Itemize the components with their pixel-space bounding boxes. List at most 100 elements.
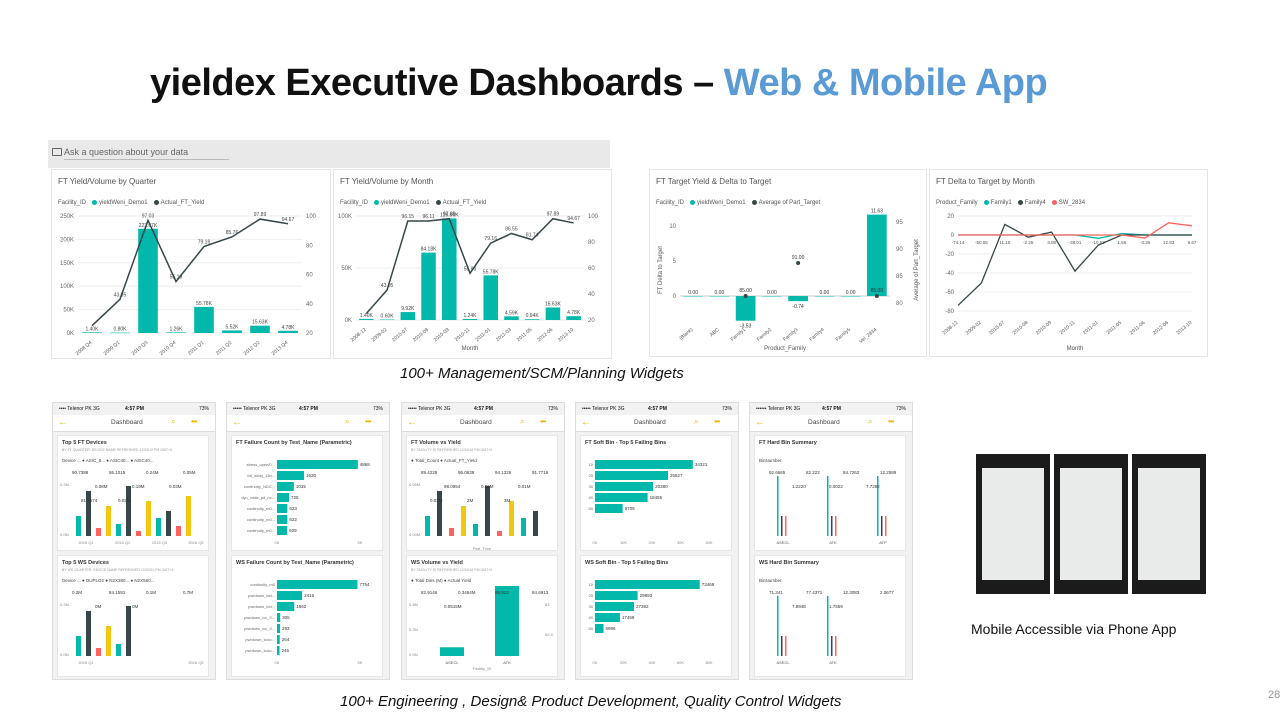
- back-arrow-icon[interactable]: ←: [581, 417, 591, 428]
- search-icon[interactable]: ⌕: [345, 417, 350, 426]
- bar: [595, 471, 669, 480]
- x-tick-label: ATK: [829, 540, 837, 545]
- bar: [146, 501, 151, 536]
- x-tick-label: 2011 Q1: [187, 340, 205, 357]
- x-tick-label: 20K: [648, 540, 655, 545]
- bar: [827, 476, 829, 536]
- row-label: 10: [589, 582, 594, 587]
- point-label: 3.08: [1047, 240, 1056, 245]
- more-icon[interactable]: •••: [365, 417, 371, 426]
- bar: [485, 486, 490, 536]
- y2-tick-label: 40: [306, 302, 313, 308]
- back-arrow-icon[interactable]: ←: [755, 417, 765, 428]
- dashboard-tile[interactable]: WS Soft Bin - Top 5 Failing Bins 10 73469 2…: [580, 555, 732, 677]
- bar-value: 725: [291, 495, 299, 500]
- x-tick-label: 2009-02: [370, 327, 388, 344]
- row-label: stress_open/0...: [247, 462, 275, 467]
- y-tick-label: 100K: [338, 214, 352, 220]
- search-icon[interactable]: ⌕: [520, 417, 525, 426]
- chart-svg: 10 5 0 95 90 85 80 0.00 (Blank) 0.00 ABC -3.53 85.00…: [658, 209, 920, 352]
- dashboard-tile[interactable]: FT Failure Count by Test_Name (Parametri…: [231, 435, 383, 551]
- tile-title: FT Volume vs Yield: [411, 440, 461, 446]
- more-icon[interactable]: •••: [540, 417, 546, 426]
- tile-chart: ● Total Dies (M) ● Actual Yield ASECL ATK 8…: [409, 578, 554, 671]
- qa-bar[interactable]: Ask a question about your data: [48, 140, 610, 168]
- dashboard-tile[interactable]: WS Volume vs Yield BY FACILITY ID REFRESH…: [406, 555, 558, 677]
- dashboard-tile[interactable]: WS Hard Bin Summary BinNumber ASECL ATK 71.3…: [754, 555, 906, 677]
- bar-label: 1.24K: [463, 313, 477, 319]
- row-label: pwrdown_icc_0...: [244, 615, 275, 620]
- x-tick-label: 0K: [593, 540, 598, 545]
- bar: [359, 318, 374, 320]
- y2-axis-label: Average of Part_Target: [914, 239, 920, 301]
- x-tick-label: 2013 Q4: [271, 340, 290, 357]
- dashboard-tile[interactable]: FT Soft Bin - Top 5 Failing Bins 10 34321 2…: [580, 435, 732, 551]
- x-tick-label: Family5: [835, 327, 852, 343]
- bar: [277, 515, 288, 524]
- y2-tick-label: 100: [306, 214, 317, 220]
- data-label: 96.0639: [458, 470, 475, 475]
- chart-panel-yield-by-quarter[interactable]: FT Yield/Volume by Quarter Facility_ID yi…: [51, 169, 331, 359]
- qa-input[interactable]: Ask a question about your data: [64, 147, 229, 160]
- line-label: 43.05: [381, 283, 394, 289]
- x-tick-label: 2015 Q2: [115, 540, 131, 545]
- bar-value: 18455: [650, 495, 663, 500]
- dashboard-tile[interactable]: FT Volume vs Yield BY FACILITY ID REFRESH…: [406, 435, 558, 551]
- y-tick-label: 150K: [60, 261, 74, 267]
- back-arrow-icon[interactable]: ←: [407, 417, 417, 428]
- chat-bubble-icon: [52, 148, 62, 156]
- back-arrow-icon[interactable]: ←: [58, 417, 68, 428]
- y-tick-label: 0.0M: [60, 532, 69, 537]
- dashboard-tile[interactable]: Top 5 WS Devices BY WS QUARTER, DEVICE NA…: [57, 555, 209, 677]
- target-label: 85.00: [871, 288, 884, 294]
- bar-value: 4868: [360, 462, 371, 467]
- bar: [735, 296, 756, 321]
- dashboard-tile[interactable]: Top 5 FT Devices BY FT QUARTER, DEVICE NA…: [57, 435, 209, 551]
- bar-label: 1.40K: [360, 313, 374, 319]
- bar: [116, 524, 121, 536]
- bar-label: 0.00: [846, 290, 856, 296]
- more-icon[interactable]: •••: [191, 417, 197, 426]
- search-icon[interactable]: ⌕: [171, 417, 176, 426]
- tile-legend: Device ... ● DUPLO2 ● N2X380... ● N2X580…: [62, 578, 154, 583]
- bar: [138, 228, 158, 333]
- tile-title: FT Failure Count by Test_Name (Parametri…: [236, 440, 352, 446]
- bar: [277, 471, 305, 480]
- bar: [777, 596, 779, 656]
- chart-panel-yield-by-month[interactable]: FT Yield/Volume by Month Facility_ID yiel…: [333, 169, 612, 359]
- dashboard-tile[interactable]: WS Failure Count by Test_Name (Parametri…: [231, 555, 383, 677]
- bar: [533, 511, 538, 536]
- chart-panel-delta-by-month[interactable]: FT Delta to Target by Month Product_Fami…: [929, 169, 1208, 357]
- bar: [176, 526, 181, 536]
- bar: [595, 482, 654, 491]
- target-label: 85.00: [739, 288, 752, 294]
- bar: [831, 516, 833, 536]
- y-tick-label: 0.2M: [60, 602, 69, 607]
- data-label: 92.6665: [769, 470, 786, 475]
- more-icon[interactable]: •••: [888, 417, 894, 426]
- data-label: 0.01M: [518, 484, 531, 489]
- x-tick-label: Family4: [808, 327, 825, 343]
- row-label: 40: [589, 495, 594, 500]
- status-bar: •••• Telenor PK 3G 4:57 PM 73%: [53, 403, 215, 415]
- bar-value: 622: [289, 517, 297, 522]
- battery-text: 73%: [198, 406, 209, 412]
- x-axis-label: Facility_ID: [473, 666, 492, 671]
- data-label: 0M: [132, 604, 139, 609]
- chart-panel-target-yield-delta[interactable]: FT Target Yield & Delta to Target Facili…: [649, 169, 927, 357]
- tile-chart: BinNumber ASECL ATK ATP 92.6665 82.222 84.7262…: [759, 458, 897, 545]
- bar-value: 9709: [625, 506, 636, 511]
- chart-title: FT Delta to Target by Month: [936, 177, 1035, 186]
- back-arrow-icon[interactable]: ←: [232, 417, 242, 428]
- more-icon[interactable]: •••: [714, 417, 720, 426]
- search-icon[interactable]: ⌕: [868, 417, 873, 426]
- x-tick-label: 2013-10: [557, 327, 575, 344]
- tile-legend: ● Total_Count ● Actual_FT_Yield: [411, 458, 477, 463]
- point-label: -74.14: [952, 240, 965, 245]
- dashboard-tile[interactable]: FT Hard Bin Summary BinNumber ASECL ATK ATP 9…: [754, 435, 906, 551]
- x-axis-label: Month: [1067, 346, 1084, 352]
- data-label: 0.3464M: [458, 590, 476, 595]
- search-icon[interactable]: ⌕: [694, 417, 699, 426]
- data-label: 94.1326: [495, 470, 512, 475]
- bar: [86, 611, 91, 656]
